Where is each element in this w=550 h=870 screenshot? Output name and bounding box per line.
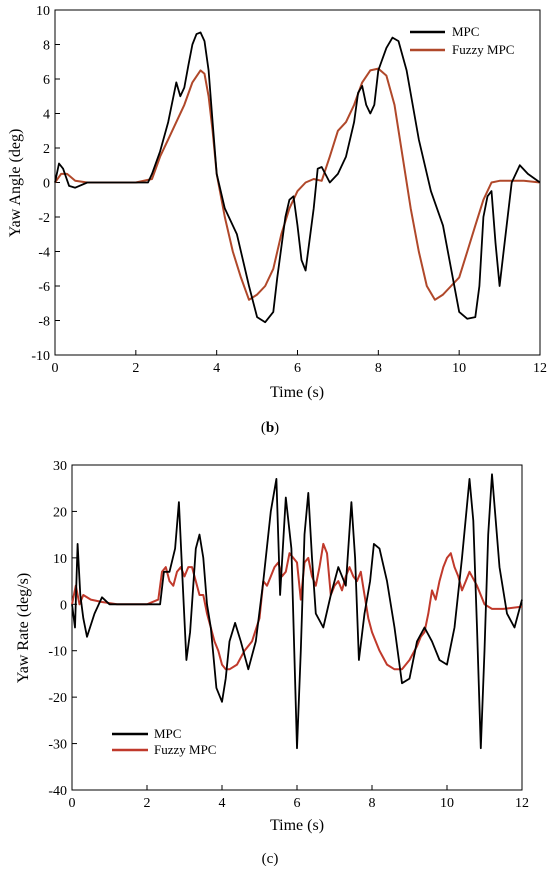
y-tick-label: -6 [38, 280, 50, 295]
series-line-mpc [54, 31, 541, 324]
y-tick-label: 10 [53, 552, 67, 567]
yaw-rate-chart: 0 2 4 6 8 10 12 -40 -30 -20 -10 0 10 20 30 Time (s) Y… [15, 459, 529, 834]
legend-label-mpc: MPC [154, 726, 181, 741]
legend-label-fuzzy-mpc: Fuzzy MPC [452, 42, 514, 57]
x-axis-ticks: 0 2 4 6 8 10 12 [52, 350, 547, 376]
y-tick-label: 4 [43, 108, 50, 123]
x-tick-label: 10 [440, 796, 454, 811]
x-tick-label: 8 [375, 361, 382, 376]
x-tick-label: 0 [52, 361, 59, 376]
y-tick-label: -40 [48, 784, 67, 799]
y-tick-label: 30 [53, 459, 67, 474]
series-group [54, 31, 541, 324]
x-tick-label: 6 [294, 361, 301, 376]
yaw-angle-chart: 0 2 4 6 8 10 12 -10 -8 -6 -4 -2 0 2 4 6 8 10 Time (s) Ya… [7, 4, 547, 401]
x-tick-label: 12 [515, 796, 529, 811]
series-line-fuzzy-mpc [71, 542, 523, 671]
x-axis-label: Time (s) [270, 384, 324, 401]
x-tick-label: 0 [69, 796, 76, 811]
x-tick-label: 4 [213, 361, 220, 376]
y-tick-label: -30 [48, 738, 67, 753]
series-line-fuzzy-mpc [54, 67, 541, 301]
y-tick-label: -8 [38, 315, 50, 330]
y-tick-label: -4 [38, 246, 50, 261]
legend-label-fuzzy-mpc: Fuzzy MPC [154, 742, 216, 757]
y-tick-label: 20 [53, 505, 67, 520]
series-group [71, 473, 523, 750]
y-axis-ticks: -40 -30 -20 -10 0 10 20 30 [48, 459, 77, 799]
legend-label-mpc: MPC [452, 24, 479, 39]
x-tick-label: 8 [369, 796, 376, 811]
y-tick-label: 0 [43, 177, 50, 192]
y-axis-ticks: -10 -8 -6 -4 -2 0 2 4 6 8 10 [31, 4, 60, 364]
y-tick-label: -20 [48, 691, 67, 706]
y-tick-label: -10 [31, 349, 50, 364]
caption-c: (c) [262, 851, 279, 867]
x-axis-label: Time (s) [270, 817, 324, 834]
legend: MPC Fuzzy MPC [410, 24, 514, 57]
series-line-mpc [71, 473, 523, 750]
y-tick-label: 8 [43, 39, 50, 54]
y-axis-label: Yaw Rate (deg/s) [15, 573, 32, 683]
y-tick-label: 0 [60, 598, 67, 613]
x-axis-ticks: 0 2 4 6 8 10 12 [69, 785, 529, 811]
y-tick-label: -10 [48, 645, 67, 660]
y-tick-label: 2 [43, 142, 50, 157]
y-tick-label: -2 [38, 211, 50, 226]
y-axis-label: Yaw Angle (deg) [7, 129, 24, 238]
x-tick-label: 12 [533, 361, 547, 376]
x-tick-label: 2 [144, 796, 151, 811]
y-tick-label: 6 [43, 73, 50, 88]
x-tick-label: 10 [452, 361, 466, 376]
caption-b: (b) [261, 420, 279, 436]
y-tick-label: 10 [36, 4, 50, 19]
x-tick-label: 2 [132, 361, 139, 376]
x-tick-label: 6 [294, 796, 301, 811]
x-tick-label: 4 [219, 796, 226, 811]
legend: MPC Fuzzy MPC [112, 726, 216, 757]
